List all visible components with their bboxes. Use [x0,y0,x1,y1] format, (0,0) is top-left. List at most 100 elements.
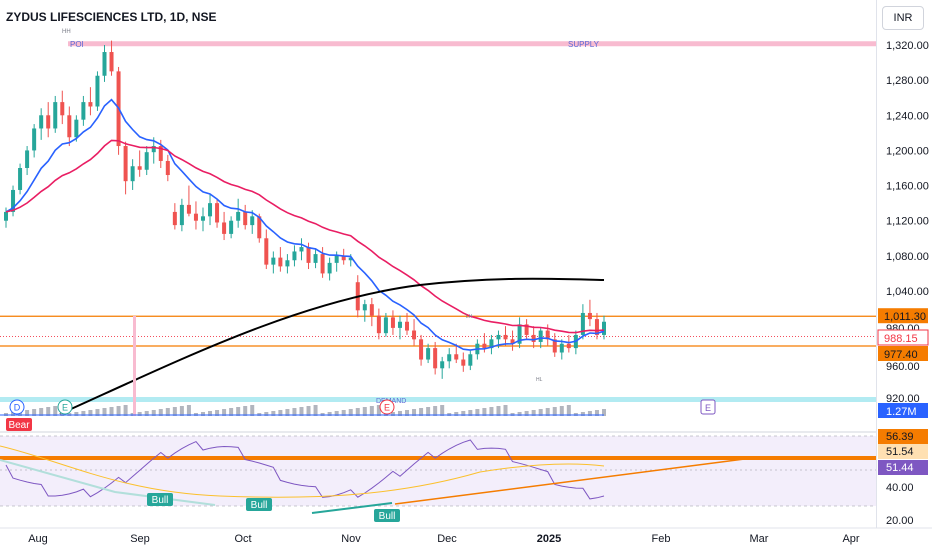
volume-bar [11,412,16,416]
divergence-line-2 [311,502,393,514]
price-tick: 1,240.00 [886,110,929,122]
bull-label-1: Bull [152,495,169,506]
candle-body [109,52,114,72]
price-tick: 920.00 [886,393,920,405]
candle-body [95,75,100,107]
volume-tag-bg [878,403,928,418]
rsi-band [0,436,876,506]
candle-body [531,334,536,342]
volume-bar [461,411,466,416]
chart-title: ZYDUS LIFESCIENCES LTD, 1D, NSE [6,10,217,24]
candle-body [383,317,388,334]
price-tag: 977.40 [884,349,918,361]
candle-body [313,254,318,263]
volume-bar [524,411,529,416]
rsi-trendline [394,456,761,505]
volume-bar [545,408,550,416]
candle-body [250,216,255,226]
volume-bar [172,407,177,416]
time-tick: Apr [842,533,859,545]
volume-bar [566,405,571,416]
volume-bar [222,409,227,416]
time-tick: Feb [652,533,671,545]
volume-bar [419,408,424,416]
rsi-tag-bg [878,460,928,475]
volume-bar [348,409,353,416]
volume-bar [158,409,163,416]
hl-label: HL [536,377,543,383]
candle-body [172,211,177,226]
rsi-ma-line [0,445,605,498]
candle-body [397,321,402,328]
candle-body [468,354,473,366]
earnings-marker-aug-circle [57,399,73,415]
divergence-line-1 [0,459,216,506]
volume-bar [95,409,100,416]
candle-body [53,102,58,129]
candle-body [580,312,585,335]
supply-label: SUPPLY [568,40,600,49]
currency-button[interactable]: INR [882,6,924,30]
candle-body [130,166,135,182]
supply-zone [68,41,876,47]
volume-bar [313,405,318,416]
bull-label-3-bg [374,509,400,522]
candle-body [306,247,311,263]
earnings-marker-feb: E [705,403,711,413]
ema-fast-line [5,98,605,351]
volume-bar [306,406,311,416]
bull-label-3: Bull [379,511,396,522]
candle-body [594,319,599,335]
candle-body [552,339,557,353]
price-tag-bg [877,329,929,346]
volume-bar [123,405,128,416]
volume-bar [236,407,241,416]
volume-bar [179,406,184,416]
candle-body [559,343,564,353]
earnings-marker-feb-box [700,399,716,415]
volume-bar [475,409,480,416]
volume-bar [405,410,410,416]
volume-bar [468,410,473,416]
volume-bar [594,410,599,416]
volume-bar [151,410,156,416]
volume-bar [53,406,58,416]
candle-body [208,203,213,217]
candle-body [32,128,37,151]
bull-label-2: Bull [251,500,268,511]
volume-bar [362,407,367,416]
volume-bar [46,407,51,416]
candle-body [11,189,16,212]
volume-bar [341,410,346,416]
candle-body [257,216,262,239]
candle-body [102,52,107,76]
price-tick: 1,280.00 [886,75,929,87]
volume-bar [229,408,234,416]
earnings-marker-nov: E [384,403,390,413]
candle-body [236,211,241,221]
rsi-tick: 40.00 [886,482,914,494]
rsi-line [5,439,605,500]
candle-body [158,146,163,161]
volume-bar [454,412,459,416]
candle-body [200,216,205,221]
volume-bar [215,410,220,416]
candle-body [334,255,339,263]
candle-body [186,204,191,214]
bear-label-bg [6,418,32,431]
candle-body [144,152,149,170]
volume-tag: 1.27M [886,406,917,418]
dividend-marker: D [14,403,21,413]
candle-body [602,321,606,335]
candle-body [503,334,508,340]
price-axis-separator [876,0,877,528]
candle-body [18,168,23,190]
volume-bar [74,412,79,416]
candle-body [123,146,128,182]
price-tag-bg [878,346,928,361]
candle-body [25,150,30,168]
volume-bar [165,408,170,416]
volume-bar [602,409,606,416]
